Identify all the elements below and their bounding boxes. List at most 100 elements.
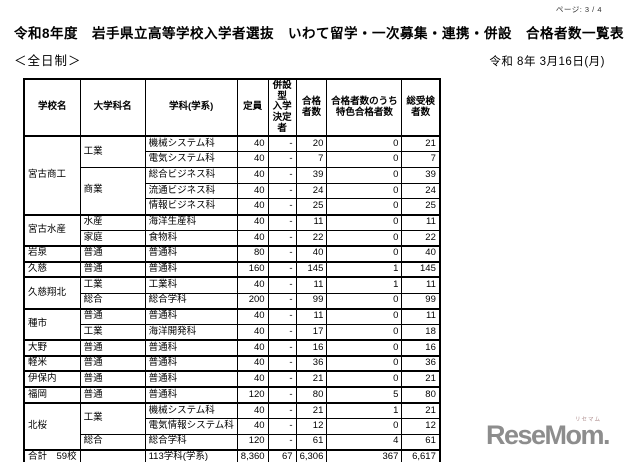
table-row: 電気情報システム科 40-12 0 12 [24,418,441,435]
cell-heisetsu: - [267,151,297,168]
cell-department: 普通科 [144,370,238,388]
cell-department: 電気情報システム科 [144,418,238,435]
table-row: 福岡 普通 普通科 120-80 5 80 [23,386,441,404]
cell-capacity: 160 [236,260,269,278]
header-major: 大学科名 [79,78,146,138]
cell-capacity: 40 [236,198,269,216]
cell-capacity: 40 [236,323,269,341]
cell-school-name: 岩泉 [23,244,81,263]
cell-heisetsu: - [267,244,297,263]
cell-tokushoku: 1 [326,276,403,294]
cell-heisetsu: - [267,229,297,247]
cell-tokushoku: 1 [326,260,403,278]
cell-heisetsu: - [267,370,297,388]
table-row: 久慈翔北 工業 工業科 40-11 1 11 [23,276,441,310]
cell-tokushoku: 0 [326,213,403,231]
cell-heisetsu: - [267,386,297,404]
cell-major-name: 普通 [79,244,146,263]
table-total-row: 合計 59校 113学科(学系) 8,360 67 6,306 367 6,617 [23,448,441,462]
cell-passers: 22 [295,229,328,247]
cell-examinees: 11 [401,307,441,325]
cell-total-tokushoku: 367 [326,448,403,462]
cell-examinees: 21 [401,401,441,419]
table-row: 商業 総合ビジネス科 40-39 0 39 [24,166,441,216]
resemom-watermark: リセマム ReseMom. [486,415,611,449]
cell-heisetsu: - [267,433,297,451]
cell-examinees: 40 [401,244,441,263]
cell-school-name: 久慈翔北 [23,276,81,310]
cell-school-name: 伊保内 [23,370,81,388]
table-row: 久慈 普通 普通科 160-145 1 145 [23,260,441,278]
cell-tokushoku: 0 [326,339,403,357]
page-number-label: ページ: 3 / 4 [555,5,602,14]
cell-major-name: 総合 [79,292,146,310]
cell-total-examinees: 6,617 [401,448,441,462]
table-row: 総合 総合学科 200-99 0 99 [24,292,441,310]
cell-passers: 11 [295,213,328,231]
cell-school-name: 福岡 [23,386,81,404]
cell-department: 総合学科 [144,433,238,451]
table-header-row: 学校名 大学科名 学科(学系) 定員 併設型 入学 決定者 合格 者数 合格者数… [23,78,441,138]
cell-examinees: 7 [401,151,441,168]
header-examinees: 総受検 者数 [401,78,441,138]
cell-tokushoku: 0 [326,323,403,341]
cell-tokushoku: 0 [326,151,403,168]
cell-examinees: 22 [401,229,441,247]
cell-department: 普通科 [144,244,238,263]
cell-examinees: 18 [401,323,441,341]
cell-heisetsu: - [267,260,297,278]
cell-total-major [79,448,146,462]
cell-passers: 145 [295,260,328,278]
cell-heisetsu: - [267,182,297,200]
cell-tokushoku: 4 [326,433,403,451]
cell-capacity: 40 [236,213,269,231]
cell-passers: 20 [295,135,328,153]
document-title: 令和8年度 岩手県立高等学校入学者選抜 いわて留学・一次募集・連携・併設 合格者… [14,26,625,41]
cell-tokushoku: 0 [326,167,403,184]
cell-examinees: 39 [401,167,441,184]
cell-total-department: 113学科(学系) [144,448,238,462]
cell-examinees: 12 [401,418,441,435]
cell-heisetsu: - [267,292,297,310]
cell-passers: 25 [295,198,328,216]
cell-passers: 16 [295,339,328,357]
header-school: 学校名 [23,78,81,138]
cell-passers: 7 [295,151,328,168]
cell-department: 海洋生産科 [144,213,238,231]
cell-major-name: 家庭 [79,229,146,247]
cell-department: 情報ビジネス科 [144,198,238,216]
cell-capacity: 200 [236,292,269,310]
cell-school-name: 宮古水産 [23,213,81,247]
header-department: 学科(学系) [144,78,238,138]
cell-school-name: 北桜 [23,401,81,451]
cell-tokushoku: 5 [326,386,403,404]
cell-school-name: 種市 [23,307,81,341]
cell-heisetsu: - [267,276,297,294]
cell-total-passers: 6,306 [295,448,328,462]
cell-passers: 61 [295,433,328,451]
cell-major-name: 工業 [79,276,146,294]
document-date: 令和 8年 3月16日(月) [489,56,605,68]
cell-capacity: 40 [236,229,269,247]
cell-examinees: 21 [401,370,441,388]
cell-capacity: 40 [236,418,269,435]
cell-tokushoku: 0 [326,418,403,435]
cell-capacity: 40 [236,135,269,153]
cell-passers: 11 [295,276,328,294]
cell-capacity: 40 [236,307,269,325]
cell-tokushoku: 0 [326,370,403,388]
cell-examinees: 21 [401,135,441,153]
cell-capacity: 40 [236,151,269,168]
cell-heisetsu: - [267,339,297,357]
cell-passers: 21 [295,370,328,388]
cell-tokushoku: 1 [326,401,403,419]
header-tokushoku: 合格者数のうち 特色合格者数 [326,78,403,138]
table-row: 宮古商工 工業 機械システム科 40-20 0 21 [23,135,441,216]
cell-tokushoku: 0 [326,182,403,200]
table-row: 工業 海洋開発科 40-17 0 18 [24,323,441,341]
cell-tokushoku: 0 [326,354,403,372]
cell-examinees: 99 [401,292,441,310]
cell-heisetsu: - [267,354,297,372]
cell-major-name: 普通 [79,339,146,357]
cell-examinees: 16 [401,339,441,357]
